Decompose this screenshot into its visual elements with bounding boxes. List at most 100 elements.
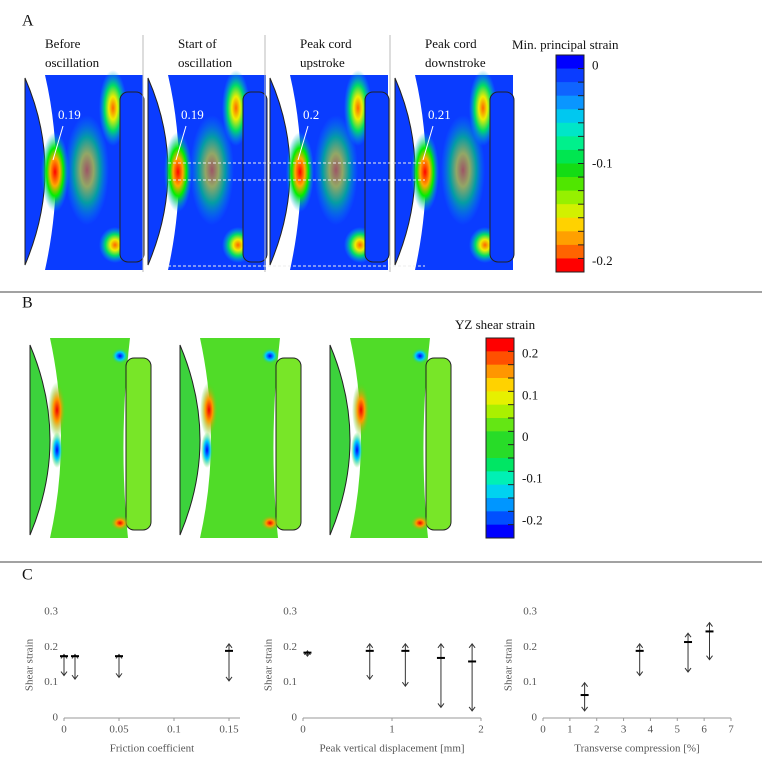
strain-spot <box>352 382 370 438</box>
strain-spot <box>411 132 439 212</box>
y-axis-label: Shear strain <box>24 638 36 691</box>
x-tick-label: 7 <box>728 724 734 736</box>
column-title: Peak cord <box>425 36 477 51</box>
cord-pad <box>425 357 452 531</box>
colorbar-tick-label: -0.1 <box>522 471 543 486</box>
contour-frame <box>179 338 302 538</box>
colorbar-swatch <box>556 231 584 246</box>
panel-label: B <box>22 295 33 312</box>
body <box>350 338 430 538</box>
colorbar-swatch <box>556 244 584 259</box>
error-bar <box>635 642 644 677</box>
cord-pad <box>242 91 268 263</box>
error-bar <box>225 642 233 682</box>
colorbar-swatch <box>556 149 584 164</box>
colorbar-swatch <box>486 458 514 472</box>
colorbar-swatch <box>556 190 584 205</box>
arrow-down <box>468 706 476 712</box>
y-tick-label: 0 <box>53 712 59 724</box>
colorbar-swatch <box>486 524 514 539</box>
peak-annotation: 0.2 <box>303 107 319 122</box>
x-tick-label: 0.1 <box>167 724 181 736</box>
cord-pad <box>119 91 145 263</box>
colorbar-swatch <box>486 404 514 419</box>
y-tick-label: 0.1 <box>44 676 58 688</box>
strain-spot <box>441 115 485 225</box>
colorbar-swatch <box>486 418 514 432</box>
colorbar-swatch <box>486 484 514 499</box>
colorbar-frame <box>485 337 515 539</box>
colorbar-swatch <box>556 95 584 110</box>
x-tick-label: 1 <box>567 724 573 736</box>
colorbar-title: Min. principal strain <box>512 37 619 52</box>
colorbar-swatch <box>556 68 584 83</box>
colorbar-swatch <box>556 204 584 219</box>
y-axis-label: Shear strain <box>503 638 515 691</box>
error-bar <box>684 632 693 673</box>
colorbar-tick-label: 0.2 <box>522 346 538 361</box>
arrow-up <box>636 642 644 649</box>
colorbar-swatch <box>556 55 584 70</box>
error-bar <box>115 653 123 679</box>
strain-spot <box>410 515 430 531</box>
arrow-down <box>437 703 445 709</box>
colorbar-tick-label: 0.1 <box>522 387 538 402</box>
y-tick-label: 0.1 <box>523 676 537 688</box>
colorbar-swatch <box>486 511 514 526</box>
strain-spot <box>351 432 363 468</box>
column-title: Before <box>45 36 81 51</box>
x-tick-label: 0 <box>540 724 546 736</box>
x-tick-label: 0 <box>61 724 67 736</box>
strain-spot <box>261 348 279 364</box>
panel-label: C <box>22 567 33 584</box>
strain-spot <box>51 432 63 468</box>
x-tick-label: 6 <box>701 724 707 736</box>
column-title: upstroke <box>300 55 345 70</box>
colorbar-swatch <box>556 109 584 124</box>
arrow-down <box>581 706 589 712</box>
colorbar-swatch <box>486 444 514 459</box>
body <box>50 338 130 538</box>
lens <box>179 344 201 536</box>
column-title: Peak cord <box>300 36 352 51</box>
panel-a: A Before oscillation 0.19 Start of oscillatio… <box>22 13 619 273</box>
arrow-down <box>60 671 68 677</box>
colorbar-swatch <box>486 431 514 446</box>
x-tick-label: 0.05 <box>109 724 129 736</box>
error-bar <box>60 653 68 677</box>
peak-annotation: 0.19 <box>58 107 81 122</box>
x-tick-label: 4 <box>648 724 654 736</box>
strain-spot <box>314 115 358 225</box>
y-tick-label: 0.3 <box>523 606 537 618</box>
y-tick-label: 0.2 <box>523 641 537 653</box>
arrow-down <box>366 674 374 680</box>
arrow-up <box>366 642 374 649</box>
annotation-pointer <box>422 125 434 161</box>
colorbar-swatch <box>486 364 514 379</box>
annotation-pointer <box>175 125 187 161</box>
x-tick-label: 1 <box>389 724 395 736</box>
arrow-up <box>468 642 476 649</box>
strain-spot <box>41 132 69 212</box>
colorbar-swatch <box>486 471 514 486</box>
strain-spot <box>48 382 66 438</box>
lens <box>329 344 351 536</box>
colorbar-swatch <box>556 217 584 232</box>
colorbar-swatch <box>556 258 584 273</box>
x-tick-label: 2 <box>594 724 600 736</box>
contour-frame: Start of oscillation 0.19 <box>147 36 268 270</box>
cord-pad <box>275 357 302 531</box>
y-tick-label: 0 <box>532 712 538 724</box>
strain-spot <box>286 132 314 212</box>
strain-spot <box>190 115 234 225</box>
x-tick-label: 0 <box>300 724 306 736</box>
arrow-up <box>581 681 589 687</box>
contour-frame <box>329 338 452 538</box>
lens <box>29 344 51 536</box>
peak-annotation: 0.21 <box>428 107 451 122</box>
colorbar-swatch <box>486 338 514 352</box>
column-title: oscillation <box>45 55 100 70</box>
column-title: Start of <box>178 36 217 51</box>
body <box>200 338 280 538</box>
